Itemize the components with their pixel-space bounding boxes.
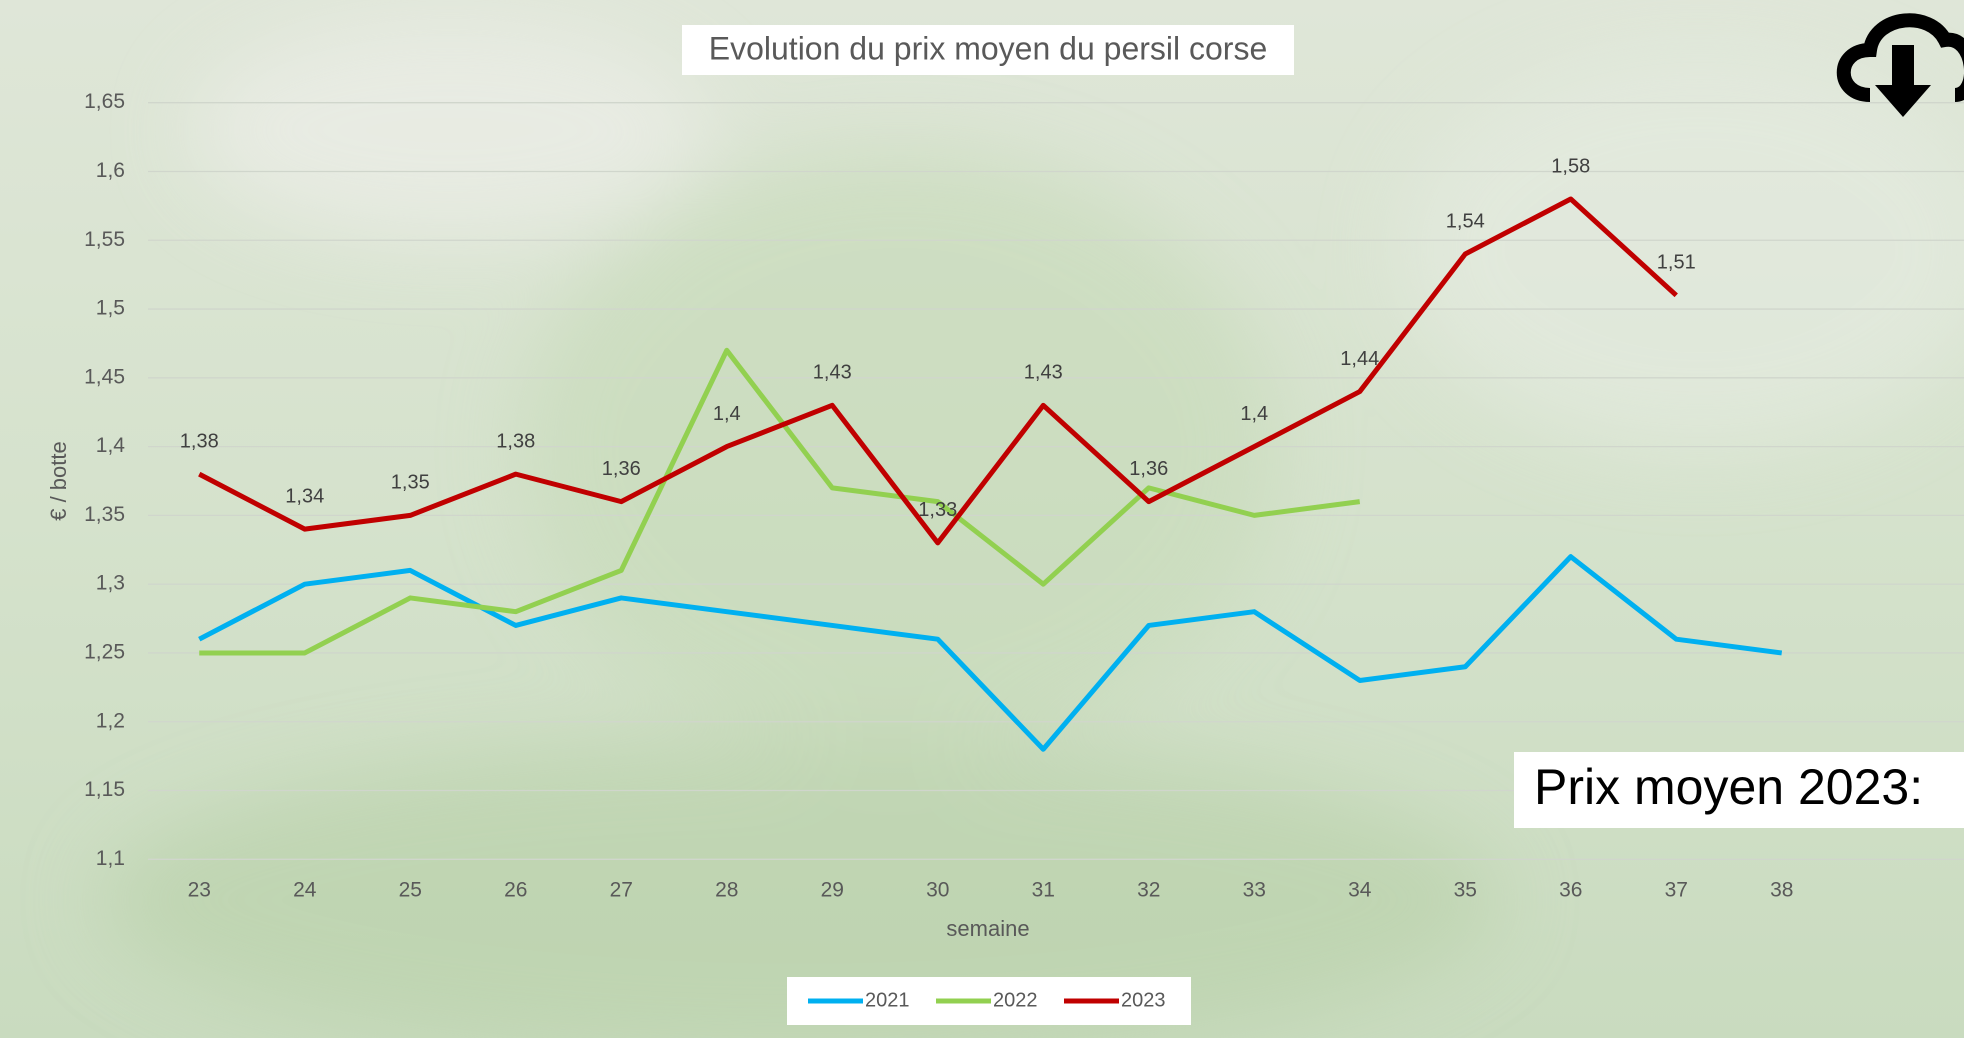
data-label: 1,38 — [180, 430, 219, 452]
legend-label: 2021 — [865, 989, 910, 1011]
x-tick-label: 38 — [1770, 879, 1793, 902]
y-tick-label: 1,45 — [84, 365, 125, 388]
legend-label: 2022 — [993, 989, 1038, 1011]
x-tick-label: 33 — [1243, 879, 1266, 902]
data-label: 1,33 — [918, 499, 957, 521]
y-tick-label: 1,15 — [84, 778, 125, 801]
x-tick-label: 34 — [1348, 879, 1372, 902]
data-label: 1,4 — [1240, 403, 1268, 425]
x-tick-label: 32 — [1137, 879, 1160, 902]
y-axis-label: € / botte — [46, 441, 71, 521]
y-tick-label: 1,4 — [96, 434, 126, 457]
y-tick-label: 1,1 — [96, 847, 125, 870]
series-line — [198, 196, 1678, 546]
data-label: 1,54 — [1446, 210, 1485, 232]
x-tick-label: 25 — [399, 879, 422, 902]
data-label: 1,43 — [813, 362, 852, 384]
x-tick-label: 28 — [715, 879, 738, 902]
data-label: 1,58 — [1551, 155, 1590, 177]
x-tick-label: 24 — [293, 879, 317, 902]
x-tick-label: 31 — [1032, 879, 1055, 902]
y-tick-label: 1,3 — [96, 572, 125, 595]
annotation-box — [1514, 752, 1964, 828]
y-tick-label: 1,6 — [96, 159, 125, 182]
data-label: 1,44 — [1340, 348, 1379, 370]
chart-title: Evolution du prix moyen du persil corse — [709, 30, 1268, 66]
x-tick-label: 29 — [821, 879, 844, 902]
y-tick-label: 1,55 — [84, 228, 125, 251]
data-label: 1,36 — [602, 458, 641, 480]
x-tick-label: 37 — [1665, 879, 1688, 902]
x-tick-label: 35 — [1454, 879, 1477, 902]
y-tick-label: 1,65 — [84, 90, 125, 113]
arrow-head — [1875, 85, 1931, 117]
arrow-shaft — [1892, 45, 1914, 87]
legend-label: 2023 — [1121, 989, 1166, 1011]
x-tick-label: 27 — [610, 879, 633, 902]
download-icon[interactable] — [1836, 13, 1964, 117]
cloud — [1836, 13, 1964, 102]
background-photo — [100, 20, 1964, 1043]
x-axis-label: semaine — [946, 916, 1029, 941]
data-label: 1,4 — [713, 403, 741, 425]
data-label: 1,51 — [1657, 252, 1696, 274]
data-label: 1,43 — [1024, 362, 1063, 384]
data-label: 1,38 — [496, 430, 535, 452]
data-label: 1,34 — [285, 485, 324, 507]
data-label: 1,35 — [391, 472, 430, 494]
x-tick-label: 26 — [504, 879, 527, 902]
x-tick-label: 23 — [188, 879, 211, 902]
y-tick-label: 1,2 — [96, 709, 125, 732]
x-tick-label: 36 — [1559, 879, 1582, 902]
data-label: 1,36 — [1129, 458, 1168, 480]
annotation: Prix moyen 2023: — [1534, 759, 1923, 815]
y-tick-label: 1,25 — [84, 641, 125, 664]
y-tick-label: 1,5 — [96, 297, 125, 320]
x-tick-label: 30 — [926, 879, 949, 902]
y-tick-label: 1,35 — [84, 503, 125, 526]
title-box — [682, 25, 1294, 75]
series-line — [198, 554, 1783, 752]
